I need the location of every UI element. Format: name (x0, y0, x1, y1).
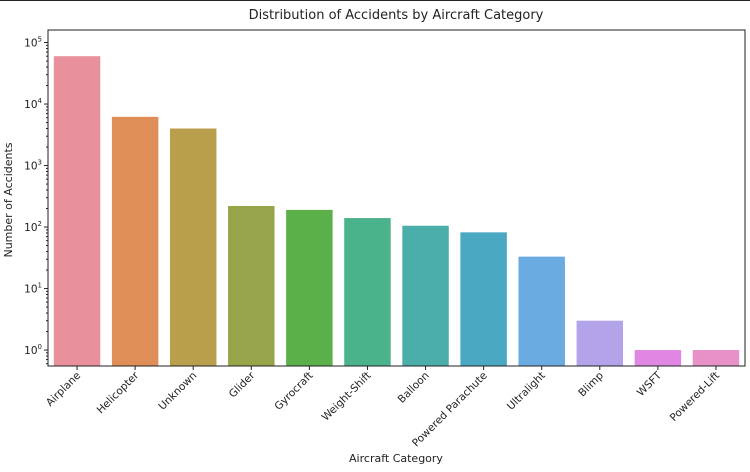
x-tick-label: Balloon (396, 370, 432, 406)
x-tick-label: Blimp (576, 369, 606, 399)
bar-airplane (53, 56, 101, 366)
bar-balloon (402, 225, 449, 366)
bar-powered-lift (692, 350, 740, 366)
bar-ultralight (518, 256, 565, 366)
x-tick-label: WSFT (635, 369, 665, 399)
y-tick-label: 105 (24, 36, 42, 50)
x-ticks-group: Airplane Helicopter Unknown Glider Gyrocraft… (44, 366, 722, 449)
bars-group (53, 56, 740, 366)
x-tick-label: Gyrocraft (272, 370, 315, 413)
y-ticks-group: 100 101 102 103 104 105 (24, 36, 48, 365)
bar-gyrocraft (286, 209, 333, 366)
y-tick-label: 100 (24, 343, 42, 357)
x-tick-label: Unknown (156, 370, 199, 413)
x-tick-label: Powered-Lift (668, 370, 722, 424)
x-tick-label: Glider (227, 369, 258, 400)
bar-unknown (169, 128, 217, 366)
x-tick-label: Ultralight (505, 370, 548, 413)
y-tick-label: 103 (24, 159, 42, 173)
x-tick-label: Helicopter (95, 369, 142, 416)
y-axis-label: Number of Accidents (2, 142, 15, 257)
y-tick-label: 101 (24, 282, 42, 296)
plot-frame (47, 29, 746, 367)
x-axis-label: Aircraft Category (349, 452, 443, 465)
x-tick-label: Weight-Shift (320, 370, 374, 424)
y-tick-label: 102 (24, 220, 42, 234)
x-tick-label: Airplane (44, 370, 83, 409)
bar-weight-shift (344, 218, 391, 366)
bar-glider (228, 205, 275, 366)
bar-blimp (576, 320, 624, 366)
chart-title: Distribution of Accidents by Aircraft Ca… (249, 8, 544, 23)
top-border (0, 0, 750, 1)
y-tick-label: 104 (24, 97, 42, 111)
bar-wsft (634, 350, 682, 366)
bar-helicopter (111, 116, 159, 366)
bar-powered-parachute (460, 232, 507, 366)
